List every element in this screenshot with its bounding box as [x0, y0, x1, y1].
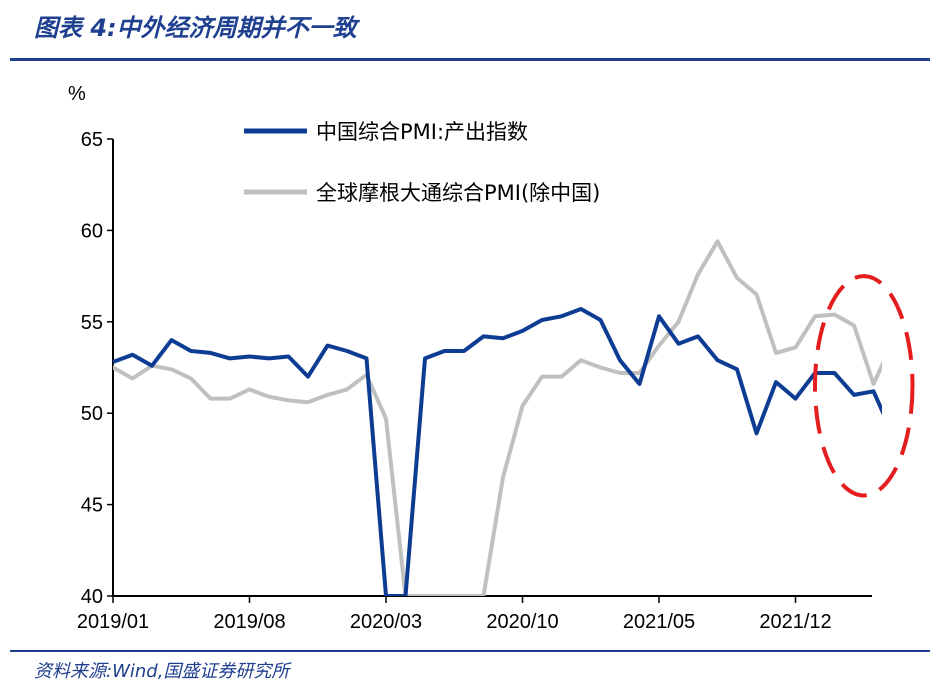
footer-divider: [10, 650, 930, 652]
x-tick-label: 2021/12: [759, 611, 831, 633]
chart-title: 图表 4:中外经济周期并不一致: [34, 14, 357, 42]
y-tick-label: 55: [81, 312, 103, 334]
y-tick-label: 40: [81, 586, 103, 608]
title-divider: [10, 58, 930, 61]
y-tick-label: 50: [81, 403, 103, 425]
legend-global-label: 全球摩根大通综合PMI(除中国): [316, 181, 600, 205]
y-tick-label: 45: [81, 495, 103, 517]
x-tick-label: 2019/08: [213, 611, 285, 633]
source-note: 资料来源:Wind,国盛证券研究所: [34, 661, 290, 682]
legend-china-label: 中国综合PMI:产出指数: [316, 120, 528, 144]
y-tick-label: 60: [81, 220, 103, 242]
y-tick-label: 65: [81, 129, 103, 151]
highlight-ellipse: [813, 274, 915, 498]
x-tick-label: 2020/10: [486, 611, 558, 633]
x-tick-label: 2019/01: [77, 611, 149, 633]
series-line-china: [113, 307, 882, 596]
y-axis-unit: %: [68, 83, 86, 105]
x-tick-label: 2020/03: [350, 611, 422, 633]
x-tick-label: 2021/05: [623, 611, 695, 633]
series-line-global: [113, 239, 882, 596]
